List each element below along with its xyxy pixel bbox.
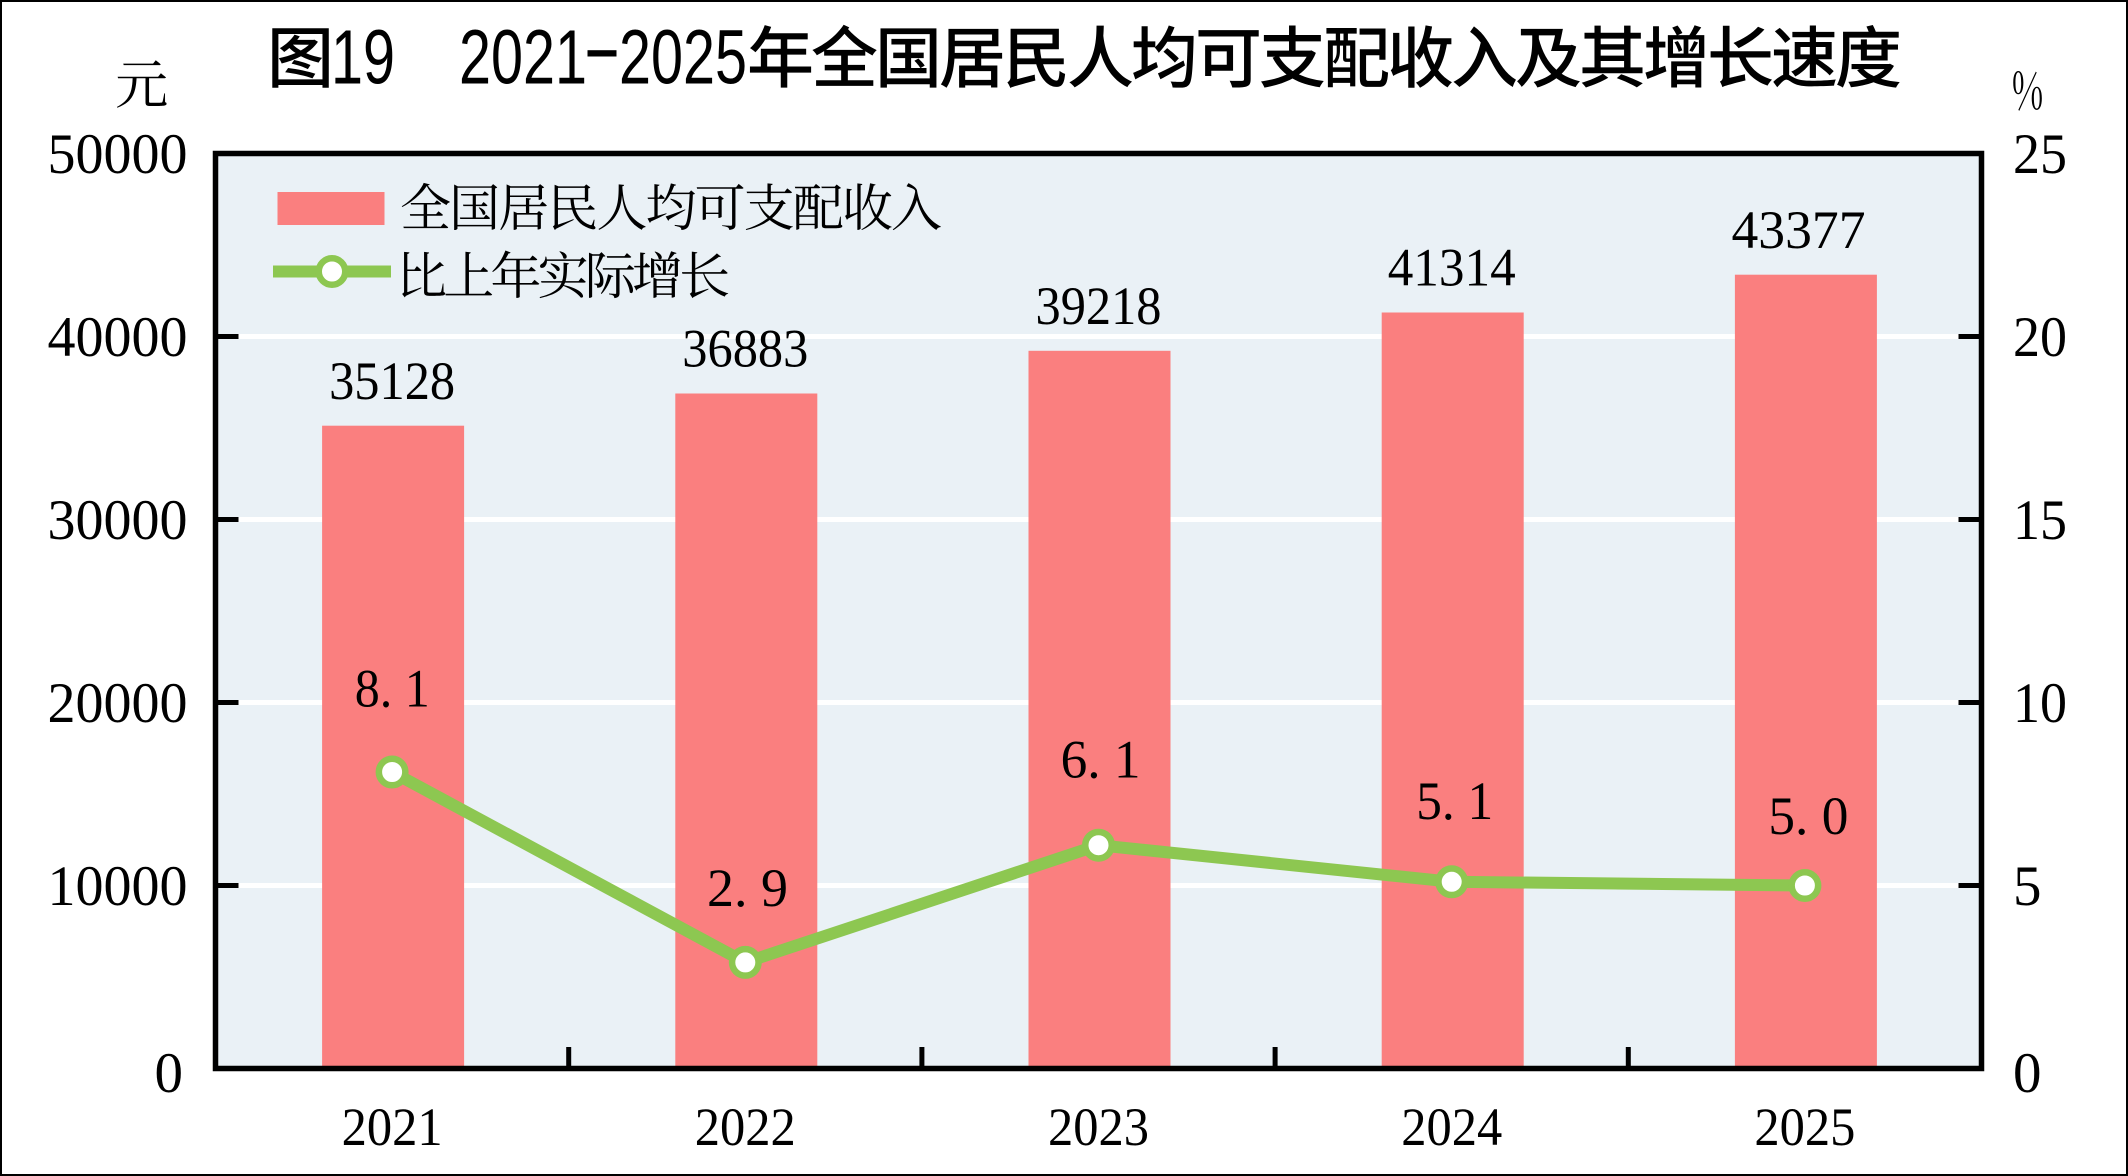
- svg-text:39218: 39218: [1036, 276, 1162, 336]
- svg-text:2022: 2022: [695, 1097, 796, 1157]
- svg-text:19: 19: [331, 15, 395, 101]
- svg-text:2025: 2025: [1754, 1097, 1855, 1157]
- svg-text:25: 25: [2013, 123, 2067, 186]
- svg-text:15: 15: [2013, 489, 2067, 552]
- svg-text:50000: 50000: [48, 123, 188, 186]
- svg-text:6. 1: 6. 1: [1061, 730, 1141, 790]
- svg-text:2023: 2023: [1048, 1097, 1149, 1157]
- svg-text:10000: 10000: [48, 855, 188, 918]
- svg-text:2024: 2024: [1401, 1097, 1502, 1157]
- svg-text:20: 20: [2013, 306, 2067, 369]
- svg-text:40000: 40000: [48, 306, 188, 369]
- svg-text:10: 10: [2013, 672, 2067, 735]
- svg-text:35128: 35128: [329, 351, 455, 411]
- svg-text:0: 0: [2013, 1042, 2042, 1105]
- svg-text:30000: 30000: [48, 489, 188, 552]
- svg-text:5: 5: [2013, 855, 2042, 918]
- svg-text:20000: 20000: [48, 672, 188, 735]
- svg-text:2021: 2021: [459, 15, 587, 101]
- svg-text:43377: 43377: [1732, 200, 1866, 260]
- svg-text:2. 9: 2. 9: [707, 858, 788, 918]
- svg-text:5. 1: 5. 1: [1416, 771, 1493, 831]
- svg-text:0: 0: [155, 1042, 184, 1105]
- svg-text:8. 1: 8. 1: [355, 659, 430, 719]
- svg-text:36883: 36883: [682, 319, 808, 379]
- svg-text:5. 0: 5. 0: [1768, 786, 1848, 846]
- svg-text:2025: 2025: [619, 15, 747, 101]
- svg-text:2021: 2021: [342, 1097, 443, 1157]
- svg-text:41314: 41314: [1388, 238, 1516, 298]
